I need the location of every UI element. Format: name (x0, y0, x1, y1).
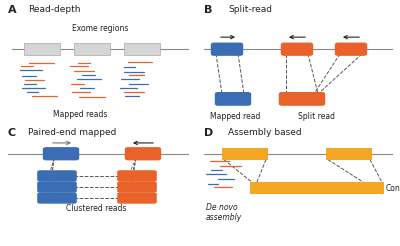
FancyBboxPatch shape (37, 170, 77, 182)
Text: Exome regions: Exome regions (72, 24, 128, 33)
Text: Split read: Split read (298, 112, 335, 121)
FancyBboxPatch shape (326, 148, 372, 160)
FancyBboxPatch shape (37, 181, 77, 193)
FancyBboxPatch shape (281, 43, 313, 56)
Text: D: D (204, 128, 213, 138)
FancyBboxPatch shape (222, 148, 268, 160)
Text: De novo
assembly: De novo assembly (206, 203, 242, 222)
FancyBboxPatch shape (215, 92, 251, 106)
Text: Mapped reads: Mapped reads (53, 110, 107, 119)
Text: Read-depth: Read-depth (28, 5, 80, 14)
FancyBboxPatch shape (74, 43, 110, 55)
FancyBboxPatch shape (117, 181, 157, 193)
Text: A: A (8, 5, 17, 15)
FancyBboxPatch shape (211, 43, 243, 56)
FancyBboxPatch shape (24, 43, 60, 55)
Text: Paired-end mapped: Paired-end mapped (28, 128, 116, 137)
FancyBboxPatch shape (43, 147, 79, 160)
FancyBboxPatch shape (124, 43, 160, 55)
Text: Split-read: Split-read (228, 5, 272, 14)
FancyBboxPatch shape (125, 147, 161, 160)
FancyBboxPatch shape (117, 170, 157, 182)
FancyBboxPatch shape (250, 182, 384, 194)
Text: Assembly based: Assembly based (228, 128, 302, 137)
Text: C: C (8, 128, 16, 138)
FancyBboxPatch shape (335, 43, 367, 56)
FancyBboxPatch shape (279, 92, 325, 106)
Text: B: B (204, 5, 212, 15)
FancyBboxPatch shape (117, 192, 157, 204)
Text: Contig: Contig (386, 184, 400, 193)
Text: Clustered reads: Clustered reads (66, 204, 126, 213)
Text: Mapped read: Mapped read (210, 112, 260, 121)
FancyBboxPatch shape (37, 192, 77, 204)
